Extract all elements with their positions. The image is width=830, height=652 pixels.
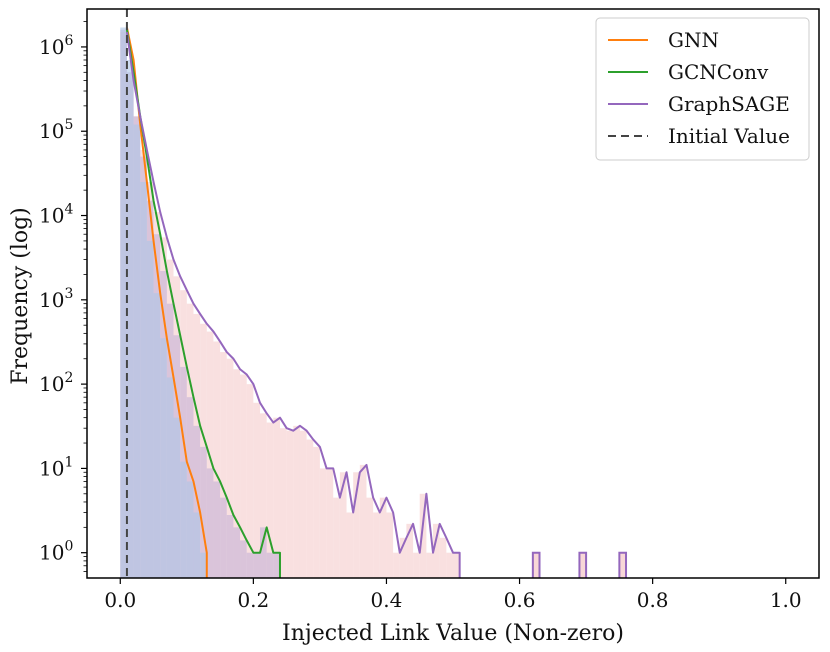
bar-gnn	[166, 377, 174, 578]
legend-box	[595, 17, 810, 161]
bar-graphsage	[393, 552, 400, 578]
bar-graphsage	[333, 497, 340, 578]
bar-gcnconv	[200, 446, 207, 578]
bar-graphsage	[446, 552, 453, 578]
bar-gnn	[180, 461, 187, 578]
bar-gcnconv	[233, 527, 241, 578]
bar-gcnconv	[246, 552, 254, 578]
bar-graphsage	[339, 472, 347, 578]
bar-graphsage	[619, 552, 627, 578]
legend-label-initial-value: Initial Value	[668, 124, 790, 148]
bar-graphsage	[253, 402, 261, 578]
bar-graphsage	[233, 369, 241, 578]
bar-graphsage	[379, 497, 387, 578]
x-tick-label: 0.0	[104, 588, 136, 612]
x-tick-label: 0.6	[504, 588, 536, 612]
histogram-fills	[120, 27, 627, 579]
y-axis-ticks: 100 101 102 103 104 105 106	[39, 21, 87, 572]
bar-graphsage	[213, 341, 221, 578]
x-tick-label: 0.8	[637, 588, 669, 612]
bar-gnn	[146, 240, 154, 578]
bar-graphsage	[439, 537, 447, 578]
bar-gcnconv	[240, 540, 247, 578]
bar-graphsage	[353, 472, 360, 578]
bar-graphsage	[433, 523, 440, 578]
bar-graphsage	[426, 552, 434, 578]
x-tick-label: 1.0	[770, 588, 802, 612]
series-line-graphsage	[531, 551, 541, 578]
bar-gcnconv	[260, 527, 267, 578]
series-line-gcnconv	[125, 29, 281, 578]
series-line-graphsage	[618, 551, 628, 578]
bar-graphsage	[386, 512, 394, 578]
bar-graphsage	[319, 468, 327, 578]
legend: GNN GCNConv GraphSAGE Initial Value	[595, 17, 810, 161]
bar-gcnconv	[273, 552, 280, 578]
bar-gnn	[153, 293, 161, 578]
bar-graphsage	[579, 552, 587, 578]
bar-gcnconv	[213, 481, 221, 578]
x-axis-label: Injected Link Value (Non-zero)	[282, 621, 624, 646]
bar-graphsage	[406, 523, 414, 578]
bar-graphsage	[532, 552, 540, 578]
bar-graphsage	[273, 417, 280, 578]
bar-gcnconv	[253, 552, 261, 578]
legend-label-graphsage: GraphSAGE	[668, 92, 790, 116]
bar-gnn	[133, 124, 141, 579]
x-tick-label: 0.4	[371, 588, 403, 612]
bar-gnn	[200, 552, 207, 578]
bar-gcnconv	[206, 468, 214, 578]
y-tick-label: 101	[39, 454, 73, 480]
plot-frame	[86, 8, 820, 579]
bar-gnn	[120, 27, 127, 579]
y-tick-label: 100	[39, 539, 73, 565]
bar-graphsage	[373, 512, 380, 578]
legend-label-gcnconv: GCNConv	[668, 60, 769, 84]
bar-gnn	[193, 512, 201, 578]
y-tick-label: 105	[39, 117, 73, 143]
bar-graphsage	[306, 439, 314, 578]
bar-gcnconv	[193, 425, 201, 578]
bar-gnn	[140, 181, 147, 578]
bar-graphsage	[299, 430, 307, 578]
bar-graphsage	[226, 358, 234, 578]
bar-gnn	[160, 338, 167, 578]
x-tick-label: 0.2	[237, 588, 269, 612]
bar-graphsage	[286, 430, 294, 578]
bar-graphsage	[240, 374, 247, 578]
bar-graphsage	[260, 413, 267, 578]
bar-gcnconv	[266, 552, 274, 578]
bar-graphsage	[326, 468, 334, 578]
bar-gnn	[186, 481, 194, 578]
bar-gnn	[173, 417, 181, 578]
series-line-graphsage	[125, 31, 461, 578]
y-tick-label: 106	[39, 33, 73, 59]
series-lines	[125, 27, 628, 578]
bar-graphsage	[366, 497, 374, 578]
bar-graphsage	[220, 352, 227, 578]
bar-graphsage	[399, 537, 407, 578]
bar-graphsage	[453, 552, 460, 578]
bar-graphsage	[279, 428, 287, 578]
bar-gnn	[126, 59, 134, 579]
bar-graphsage	[359, 464, 367, 578]
series-line-graphsage	[578, 551, 588, 578]
bar-graphsage	[313, 446, 320, 578]
bar-graphsage	[346, 512, 354, 578]
y-tick-label: 104	[39, 202, 73, 228]
bar-graphsage	[266, 422, 274, 578]
legend-label-gnn: GNN	[668, 28, 719, 52]
x-axis-ticks: 0.0 0.2 0.4 0.6 0.8 1.0	[104, 578, 802, 612]
y-axis-label: Frequency (log)	[8, 207, 33, 385]
y-tick-label: 103	[39, 286, 73, 312]
bar-graphsage	[419, 493, 427, 578]
bar-graphsage	[293, 425, 300, 578]
bar-gcnconv	[220, 497, 227, 578]
bar-graphsage	[413, 552, 420, 578]
bar-graphsage	[246, 384, 254, 578]
bar-gcnconv	[226, 515, 234, 578]
y-tick-label: 102	[39, 370, 73, 396]
series-line-gnn	[125, 27, 208, 578]
